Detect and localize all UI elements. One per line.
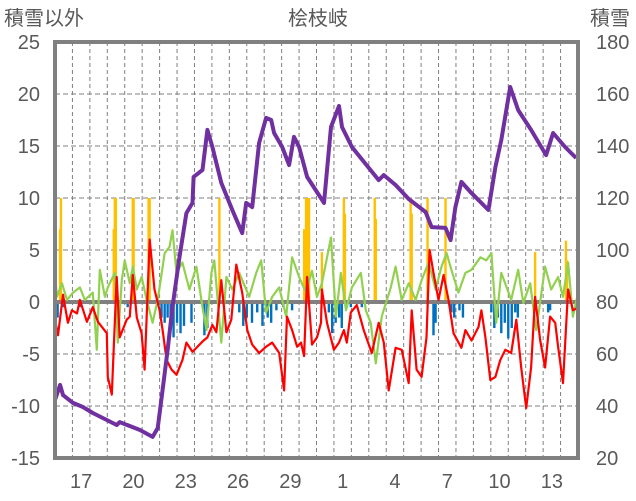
orange-bar — [307, 198, 311, 302]
orange-bar — [114, 198, 118, 302]
orange-bar — [302, 229, 306, 302]
blue-bar — [190, 302, 193, 323]
left-tick-label: 10 — [18, 188, 40, 210]
blue-bar — [349, 302, 353, 308]
x-tick-label: 4 — [389, 471, 400, 493]
orange-bar — [426, 198, 429, 302]
right-tick-label: 160 — [596, 84, 629, 106]
right-tick-label: 40 — [596, 396, 618, 418]
orange-bar — [444, 198, 447, 302]
red-line — [53, 238, 578, 410]
orange-bar — [343, 213, 347, 302]
orange-bar — [59, 198, 63, 302]
blue-bar — [337, 302, 341, 318]
left-axis-title: 積雪以外 — [4, 6, 84, 30]
left-tick-label: 5 — [29, 240, 40, 262]
blue-bar — [56, 302, 59, 318]
left-tick-label: -10 — [11, 396, 40, 418]
right-tick-label: 180 — [596, 32, 629, 54]
right-tick-label: 80 — [596, 292, 618, 314]
blue-bar — [360, 302, 364, 308]
blue-bar — [493, 302, 496, 328]
blue-bar — [261, 302, 264, 326]
blue-bar — [290, 302, 294, 311]
blue-bar — [61, 302, 65, 308]
left-tick-label: -15 — [11, 448, 40, 470]
blue-bar — [516, 302, 520, 318]
chart-title: 桧枝岐 — [288, 6, 348, 30]
blue-bar — [330, 302, 334, 334]
right-axis-title: 積雪 — [590, 6, 630, 30]
blue-bar — [182, 302, 186, 326]
blue-bar — [160, 302, 163, 318]
x-tick-label: 26 — [227, 471, 249, 493]
blue-bar — [458, 302, 461, 311]
left-tick-label: 25 — [18, 32, 40, 54]
x-axis-ticks: 17 20 23 26 29 1 4 7 10 13 — [70, 471, 563, 493]
right-tick-label: 140 — [596, 136, 629, 158]
blue-bar — [507, 302, 510, 339]
blue-bar — [269, 302, 273, 323]
x-tick-label: 13 — [541, 471, 563, 493]
blue-bar — [238, 302, 241, 313]
orange-bar — [410, 213, 413, 302]
orange-bar — [565, 260, 569, 302]
blue-bar — [166, 302, 169, 318]
right-tick-label: 100 — [596, 240, 629, 262]
left-tick-label: 15 — [18, 136, 40, 158]
blue-bar — [450, 302, 453, 313]
gridlines — [55, 42, 578, 458]
blue-bar — [453, 302, 456, 318]
blue-bar — [514, 302, 517, 313]
green-line — [53, 229, 579, 365]
x-tick-label: 7 — [442, 471, 453, 493]
orange-bar — [218, 198, 221, 302]
snow-depth-line — [53, 85, 578, 439]
orange-bar — [533, 252, 537, 302]
x-tick-label: 17 — [70, 471, 92, 493]
blue-bar — [327, 302, 331, 313]
x-tick-label: 23 — [175, 471, 197, 493]
x-tick-label: 20 — [122, 471, 144, 493]
x-tick-label: 29 — [279, 471, 301, 493]
blue-bar — [175, 302, 179, 323]
left-tick-label: 0 — [29, 292, 40, 314]
x-tick-label: 10 — [488, 471, 510, 493]
blue-bar — [275, 302, 278, 311]
blue-bar — [546, 302, 550, 313]
right-tick-label: 20 — [596, 448, 618, 470]
right-axis-ticks: 180 160 140 120 100 80 60 40 20 — [596, 32, 629, 470]
blue-bar — [179, 302, 182, 334]
blue-bar — [432, 302, 435, 336]
orange-bar — [320, 252, 324, 302]
plot-frame — [53, 40, 580, 460]
blue-bar — [510, 302, 513, 328]
blue-bar — [503, 302, 506, 323]
blue-bar — [461, 302, 465, 318]
left-tick-label: 20 — [18, 84, 40, 106]
blue-bar — [340, 302, 343, 328]
blue-bar — [256, 302, 259, 313]
orange-bar — [374, 218, 377, 302]
orange-bar — [132, 198, 135, 302]
blue-bar — [172, 302, 175, 338]
blue-bar — [500, 302, 503, 334]
line-series — [53, 85, 579, 439]
right-tick-label: 60 — [596, 344, 618, 366]
left-tick-label: -5 — [22, 344, 40, 366]
right-tick-label: 120 — [596, 188, 629, 210]
blue-bar — [126, 302, 129, 308]
blue-bar — [548, 302, 552, 311]
blue-bar — [490, 302, 493, 313]
blue-bar — [242, 302, 245, 326]
blue-bar — [434, 302, 437, 323]
x-tick-label: 1 — [337, 471, 348, 493]
blue-bar — [245, 302, 248, 318]
left-axis-ticks: 25 20 15 10 5 0 -5 -10 -15 — [11, 32, 40, 470]
blue-bar — [250, 302, 254, 323]
bar-series — [54, 198, 569, 339]
blue-bar — [163, 302, 166, 323]
